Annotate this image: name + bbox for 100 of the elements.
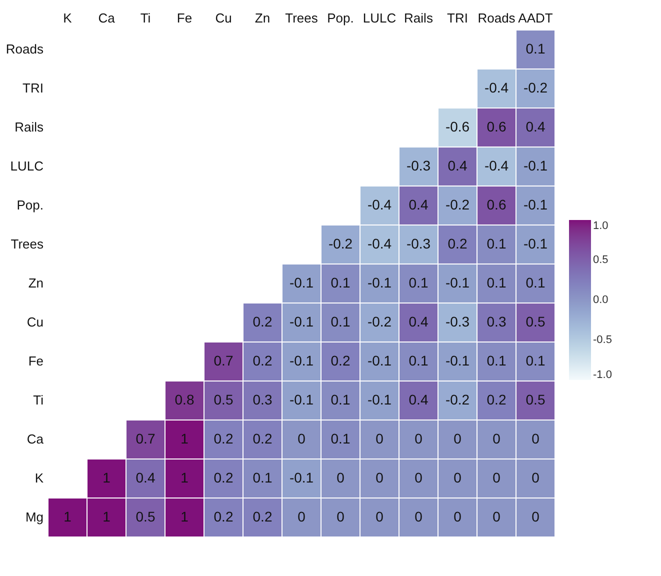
data-label: 0.1 — [330, 314, 350, 330]
y-tick-label: LULC — [10, 158, 44, 174]
data-label: 0.5 — [526, 314, 546, 330]
data-label: -0.1 — [445, 274, 470, 290]
data-label: 0.2 — [252, 508, 272, 524]
data-label: 0.4 — [408, 314, 428, 330]
data-label: 0.4 — [448, 158, 468, 174]
data-label: -0.3 — [445, 314, 470, 330]
y-tick-label: TRI — [22, 80, 44, 96]
y-tick-label: Rails — [14, 120, 44, 134]
data-label: -0.1 — [523, 158, 548, 174]
y-tick-label: Fe — [28, 354, 44, 368]
data-label: -0.2 — [523, 80, 548, 96]
data-label: 0.4 — [136, 470, 156, 486]
data-label: 0.1 — [526, 274, 546, 290]
color-bar-label: 0.0 — [593, 294, 608, 306]
data-label: -0.1 — [289, 314, 314, 330]
x-tick-label: Zn — [254, 10, 270, 26]
y-tick-label: Mg — [25, 510, 44, 524]
data-label: 0.1 — [408, 352, 428, 368]
data-label: -0.1 — [289, 274, 314, 290]
data-label: 0.6 — [486, 196, 506, 212]
data-label: 0.2 — [252, 352, 272, 368]
data-label: 0.7 — [214, 352, 234, 368]
data-label: -0.4 — [484, 158, 509, 174]
data-label: 0.1 — [408, 274, 428, 290]
data-label: 0.4 — [408, 196, 428, 212]
data-label: 0 — [454, 470, 462, 486]
data-label: -0.2 — [445, 196, 470, 212]
data-label: 0.3 — [486, 314, 506, 330]
y-tick-label: Roads — [6, 42, 44, 56]
data-label: 0.1 — [486, 352, 506, 368]
y-tick-label: Zn — [28, 276, 44, 290]
data-label: -0.1 — [289, 392, 314, 408]
x-tick-label: Pop. — [327, 10, 354, 26]
x-tick-label: Ca — [98, 10, 116, 26]
data-label: 0.8 — [174, 392, 194, 408]
data-label: 1 — [180, 430, 189, 446]
data-label: 0.1 — [252, 470, 272, 486]
data-label: 0 — [532, 430, 540, 446]
data-label: 0.1 — [526, 40, 546, 56]
y-tick-label: K — [34, 470, 44, 486]
data-label: -0.1 — [523, 236, 548, 252]
data-label: 0 — [414, 508, 423, 524]
data-label: -0.1 — [367, 392, 392, 408]
y-tick-label: Pop. — [16, 198, 44, 212]
x-tick-label: Rails — [404, 10, 434, 26]
data-label: 0 — [492, 508, 501, 524]
data-label: 0.5 — [526, 392, 546, 408]
data-label: -0.2 — [445, 392, 470, 408]
data-label: 0.5 — [136, 508, 156, 524]
data-label: 0 — [414, 470, 423, 486]
data-label: 0.3 — [252, 392, 272, 408]
x-tick-label: Cu — [215, 10, 232, 26]
data-label: -0.3 — [406, 236, 431, 252]
x-tick-label: Ti — [140, 10, 151, 26]
data-label: -0.1 — [367, 352, 392, 368]
data-label: -0.4 — [484, 80, 509, 96]
data-label: 0.2 — [214, 508, 234, 524]
data-label: -0.1 — [367, 274, 392, 290]
data-label: 0 — [376, 470, 384, 486]
data-label: 0.4 — [526, 118, 546, 134]
data-label: 0 — [492, 470, 501, 486]
y-tick-label: Ti — [33, 392, 44, 408]
x-tick-label: Fe — [176, 10, 192, 26]
data-label: 1 — [102, 508, 111, 524]
data-label: 0 — [454, 508, 462, 524]
data-label: 1 — [180, 508, 189, 524]
data-label: 0.2 — [448, 236, 468, 252]
x-tick-label: TRI — [447, 10, 468, 26]
color-bar-label: 0.5 — [593, 254, 608, 266]
data-label: 0.2 — [486, 392, 506, 408]
data-label: -0.3 — [406, 158, 431, 174]
data-label: -0.1 — [445, 352, 470, 368]
y-tick-label: Cu — [26, 314, 44, 330]
data-label: -0.1 — [289, 352, 314, 368]
data-label: 0 — [298, 430, 306, 446]
data-label: 0 — [532, 508, 540, 524]
y-tick-label: Ca — [26, 432, 44, 446]
data-label: 0.5 — [214, 392, 234, 408]
data-label: 0 — [532, 470, 540, 486]
data-label: 0.2 — [330, 352, 350, 368]
data-label: -0.4 — [367, 196, 392, 212]
data-label: 0 — [298, 508, 306, 524]
data-label: 0.1 — [486, 236, 506, 252]
data-label: -0.2 — [367, 314, 392, 330]
data-label: 0 — [336, 508, 345, 524]
data-label: -0.6 — [445, 118, 470, 134]
data-label: -0.1 — [289, 470, 314, 486]
data-label: 0.2 — [214, 470, 234, 486]
data-label: 0 — [336, 470, 345, 486]
y-tick-label: Trees — [10, 236, 44, 252]
data-label: 0.1 — [526, 352, 546, 368]
data-label: -0.4 — [367, 236, 392, 252]
data-label: 0 — [376, 430, 384, 446]
data-label: 0 — [414, 430, 423, 446]
x-tick-label: Roads — [478, 10, 516, 26]
data-label: -0.1 — [523, 196, 548, 212]
data-label: 0.2 — [252, 430, 272, 446]
data-label: 0.7 — [136, 430, 156, 446]
